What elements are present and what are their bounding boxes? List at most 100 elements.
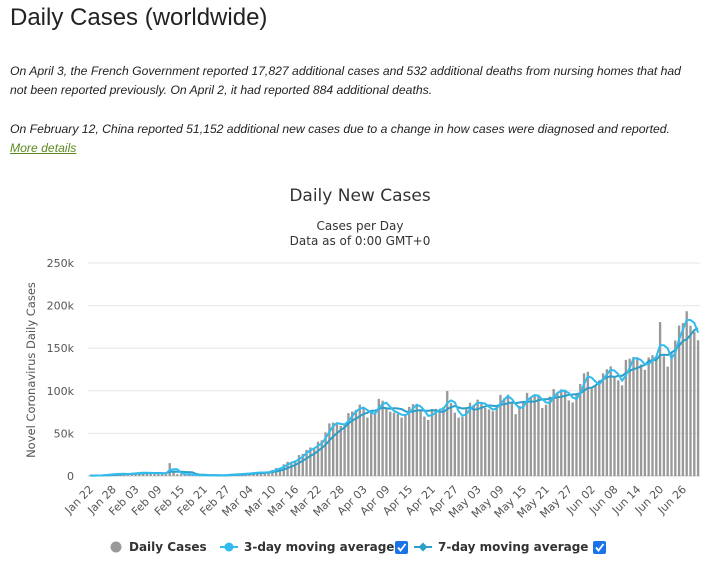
daily-cases-bar[interactable] <box>442 406 445 476</box>
daily-cases-bar[interactable] <box>560 389 563 476</box>
daily-cases-bar[interactable] <box>575 393 578 476</box>
daily-cases-bar[interactable] <box>537 394 540 476</box>
daily-cases-bar[interactable] <box>347 413 350 476</box>
daily-cases-bar[interactable] <box>449 403 453 476</box>
daily-cases-bar[interactable] <box>468 402 472 476</box>
daily-cases-bar[interactable] <box>366 417 369 476</box>
daily-cases-bar[interactable] <box>594 385 597 476</box>
daily-cases-bar[interactable] <box>579 383 582 476</box>
daily-cases-bar[interactable] <box>503 398 506 476</box>
daily-cases-bar[interactable] <box>522 402 525 476</box>
daily-cases-bar[interactable] <box>484 408 487 476</box>
daily-cases-bar[interactable] <box>313 447 316 476</box>
daily-cases-bar[interactable] <box>658 322 662 476</box>
daily-cases-bar[interactable] <box>681 323 685 476</box>
daily-cases-bar[interactable] <box>609 366 612 476</box>
daily-cases-bar[interactable] <box>628 358 631 476</box>
daily-cases-bar[interactable] <box>525 392 529 476</box>
daily-cases-bar[interactable] <box>453 412 456 476</box>
daily-cases-bar[interactable] <box>293 460 297 476</box>
daily-cases-bar[interactable] <box>651 355 654 476</box>
daily-cases-bar[interactable] <box>278 467 282 476</box>
daily-cases-bar[interactable] <box>381 400 384 476</box>
daily-cases-bar[interactable] <box>586 371 590 476</box>
daily-cases-bar[interactable] <box>567 400 571 476</box>
daily-cases-bar[interactable] <box>164 473 168 476</box>
daily-cases-bar[interactable] <box>423 416 426 476</box>
daily-cases-bar[interactable] <box>389 411 392 476</box>
daily-cases-bar[interactable] <box>316 441 320 476</box>
daily-cases-bar[interactable] <box>408 406 411 476</box>
daily-cases-bar[interactable] <box>666 366 669 476</box>
daily-cases-bar[interactable] <box>370 410 373 476</box>
more-details-link[interactable]: More details <box>10 141 77 155</box>
daily-cases-bar[interactable] <box>434 408 437 476</box>
daily-cases-bar[interactable] <box>373 413 377 476</box>
daily-cases-bar[interactable] <box>358 404 361 476</box>
daily-cases-bar[interactable] <box>662 356 666 476</box>
daily-cases-bar[interactable] <box>309 447 312 476</box>
daily-cases-bar[interactable] <box>145 472 149 476</box>
daily-cases-bar[interactable] <box>267 471 270 476</box>
daily-cases-bar[interactable] <box>438 411 441 476</box>
daily-cases-bar[interactable] <box>624 359 628 476</box>
daily-cases-bar[interactable] <box>639 364 643 476</box>
daily-cases-bar[interactable] <box>176 474 179 476</box>
daily-cases-bar[interactable] <box>446 391 449 476</box>
daily-cases-bar[interactable] <box>419 411 422 476</box>
daily-cases-bar[interactable] <box>305 449 308 476</box>
daily-cases-bar[interactable] <box>617 380 620 476</box>
daily-cases-bar[interactable] <box>263 472 266 476</box>
daily-cases-bar[interactable] <box>677 325 681 476</box>
daily-cases-bar[interactable] <box>290 462 293 476</box>
daily-cases-bar[interactable] <box>571 402 574 476</box>
daily-cases-bar[interactable] <box>601 373 605 476</box>
daily-cases-bar[interactable] <box>506 394 510 476</box>
daily-cases-bar[interactable] <box>495 405 498 476</box>
daily-cases-bar[interactable] <box>400 417 403 476</box>
daily-cases-bar[interactable] <box>613 376 616 476</box>
daily-cases-bar[interactable] <box>385 408 388 476</box>
daily-cases-bar[interactable] <box>153 473 156 476</box>
daily-cases-bar[interactable] <box>533 395 536 476</box>
daily-cases-bar[interactable] <box>172 470 175 476</box>
daily-cases-bar[interactable] <box>499 394 502 476</box>
daily-cases-bars[interactable] <box>88 311 700 476</box>
daily-cases-bar[interactable] <box>548 396 552 476</box>
daily-cases-bar[interactable] <box>335 423 339 476</box>
daily-cases-bar[interactable] <box>461 416 464 476</box>
daily-cases-bar[interactable] <box>362 408 365 476</box>
daily-cases-bar[interactable] <box>457 417 460 476</box>
daily-cases-bar[interactable] <box>487 409 491 476</box>
daily-cases-bar[interactable] <box>514 414 517 476</box>
daily-cases-bar[interactable] <box>343 424 346 476</box>
checkbox-box[interactable] <box>593 541 606 554</box>
daily-cases-bar[interactable] <box>392 412 396 476</box>
daily-cases-bar[interactable] <box>674 340 677 476</box>
daily-cases-bar[interactable] <box>643 369 647 476</box>
daily-cases-bar[interactable] <box>332 422 335 476</box>
daily-cases-bar[interactable] <box>563 389 567 476</box>
daily-cases-bar[interactable] <box>320 440 323 476</box>
daily-cases-bar[interactable] <box>590 388 593 476</box>
daily-cases-bar[interactable] <box>518 406 521 476</box>
daily-cases-bar[interactable] <box>476 399 479 476</box>
daily-cases-bar[interactable] <box>541 407 544 476</box>
three-day-average-checkbox[interactable] <box>395 541 408 554</box>
daily-cases-bar[interactable] <box>160 473 164 476</box>
daily-cases-bar[interactable] <box>632 356 635 476</box>
daily-cases-bar[interactable] <box>605 369 609 476</box>
daily-cases-bar[interactable] <box>685 311 688 476</box>
daily-cases-bar[interactable] <box>179 474 183 476</box>
daily-cases-bar[interactable] <box>696 340 700 476</box>
daily-cases-bar[interactable] <box>693 331 696 476</box>
daily-cases-bar[interactable] <box>510 403 514 476</box>
daily-cases-bar[interactable] <box>377 398 380 476</box>
daily-cases-bar[interactable] <box>427 419 430 476</box>
daily-cases-bar[interactable] <box>328 423 331 476</box>
daily-cases-bar[interactable] <box>324 432 327 476</box>
daily-cases-bar[interactable] <box>157 473 160 476</box>
daily-cases-bar[interactable] <box>582 373 586 476</box>
daily-cases-bar[interactable] <box>465 408 468 476</box>
daily-cases-bar[interactable] <box>647 357 650 476</box>
